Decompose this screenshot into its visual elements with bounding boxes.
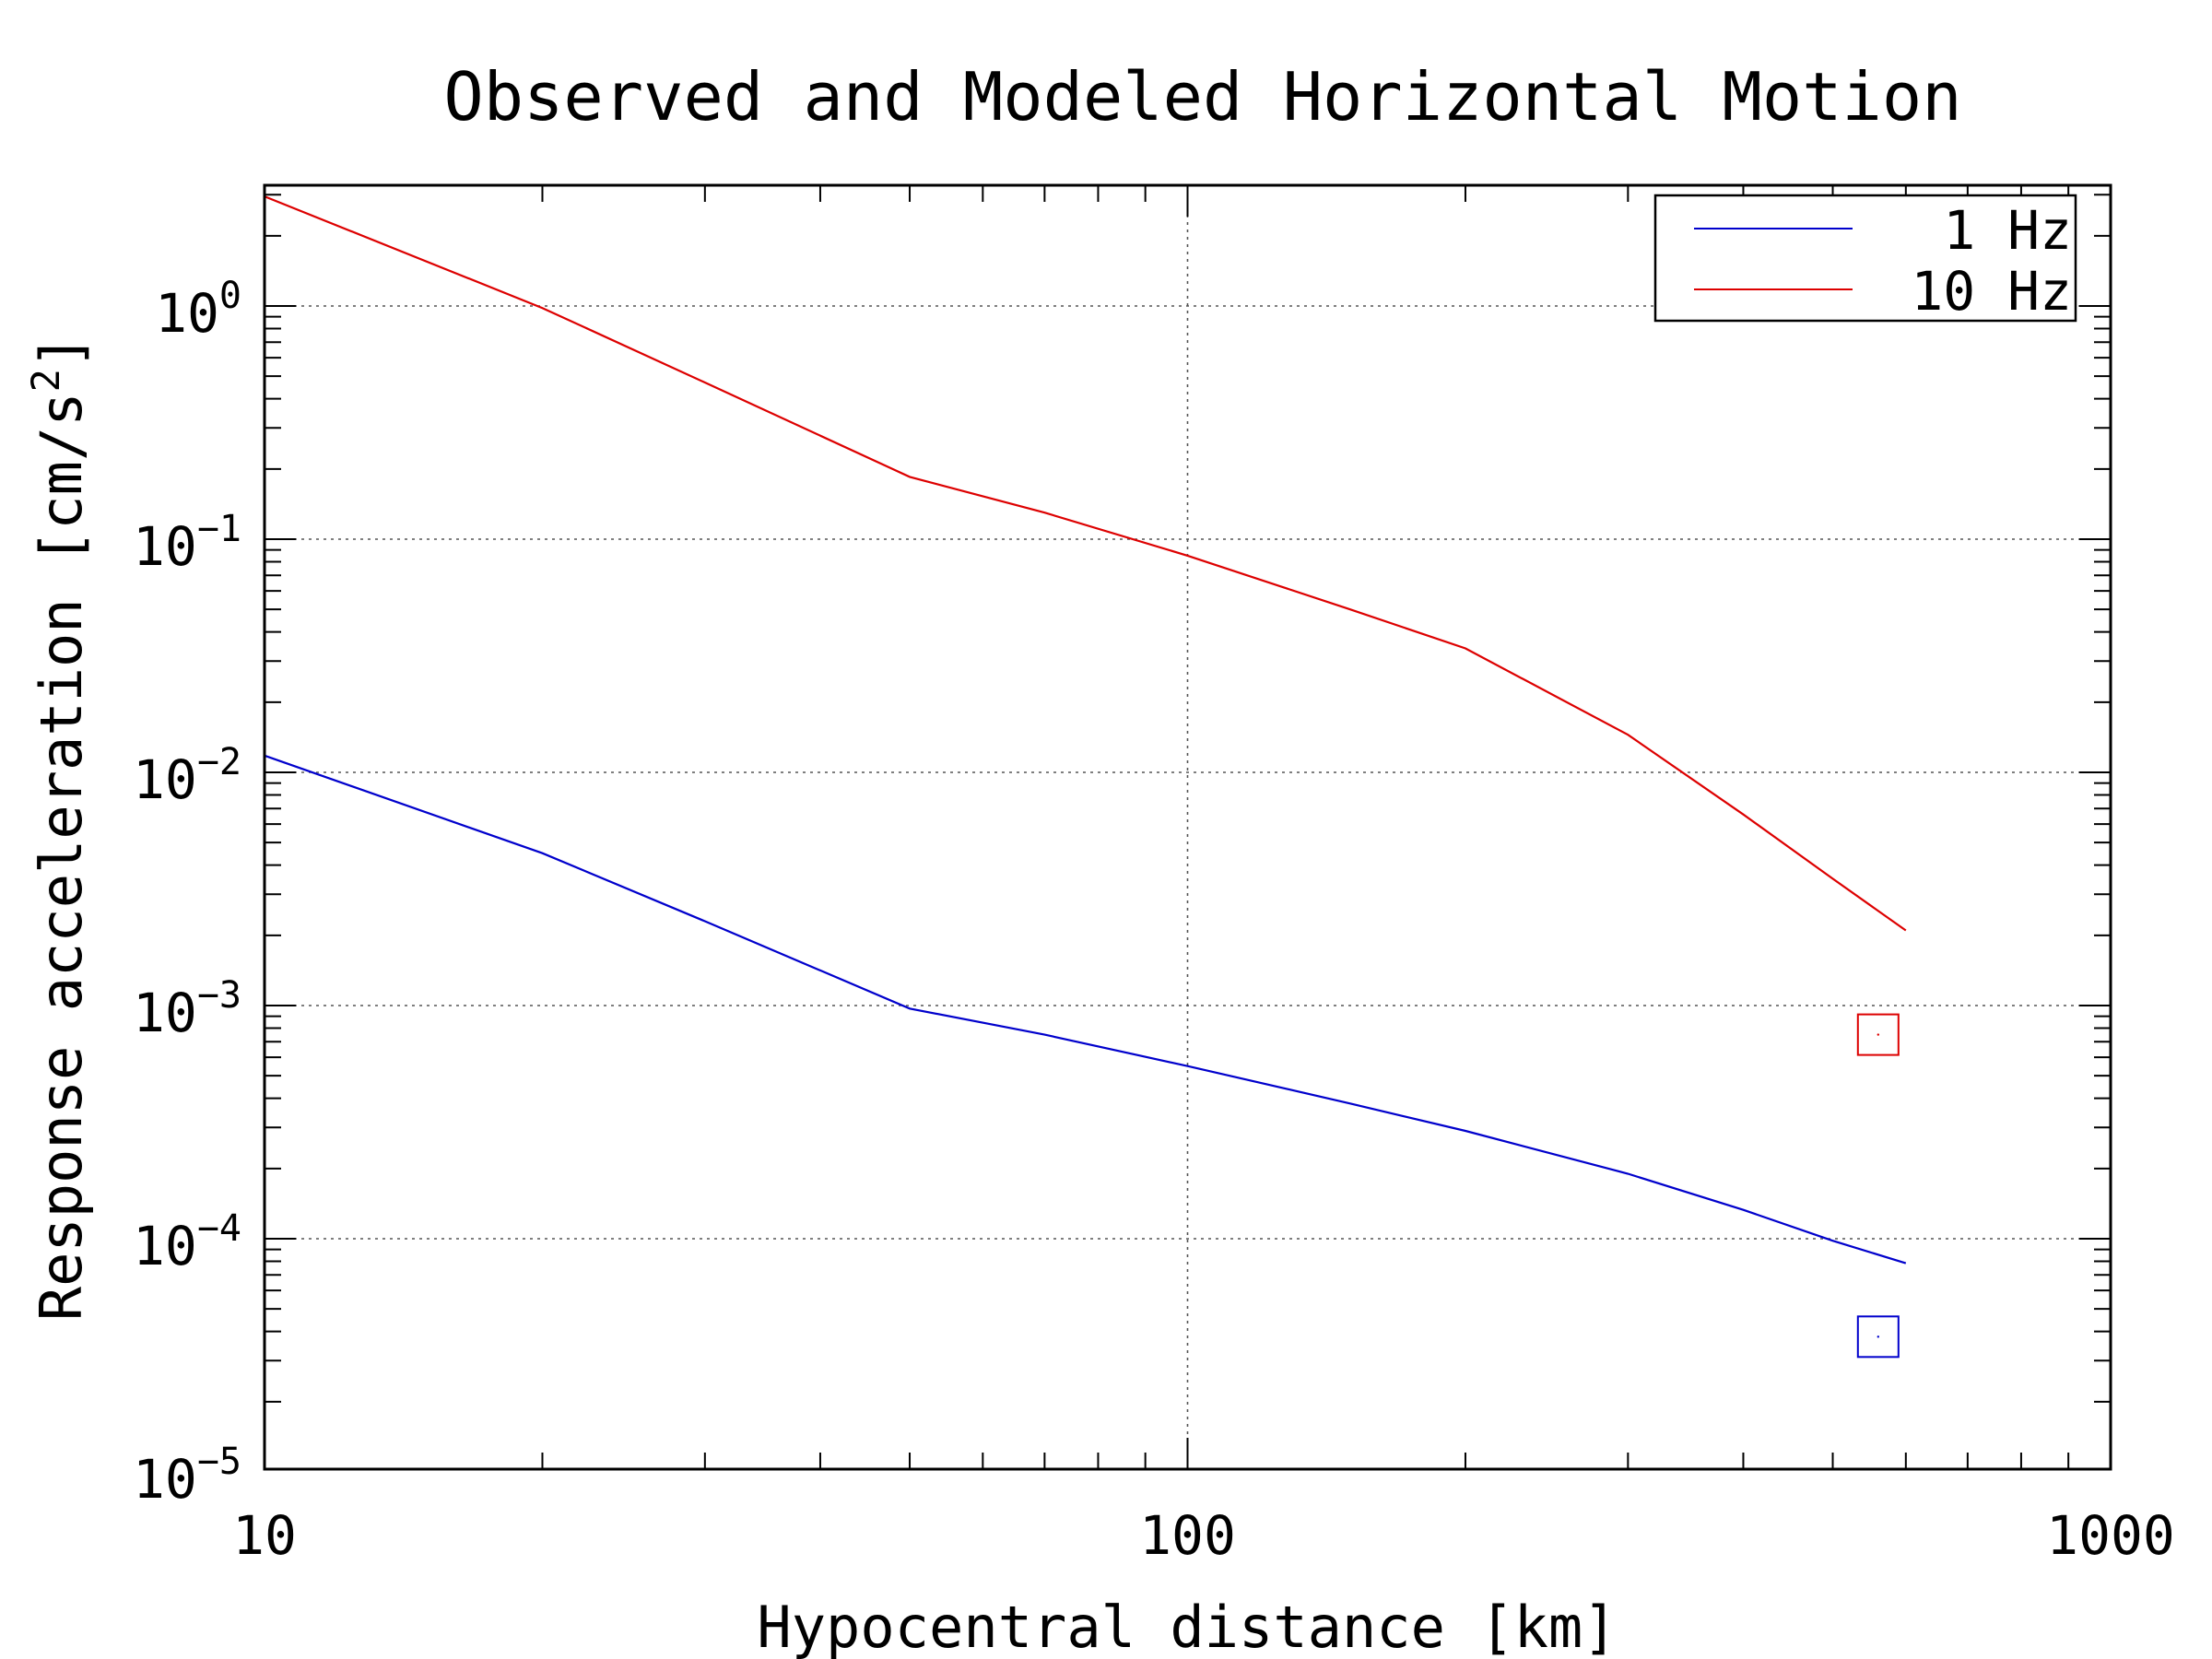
axis-ticks [264,185,2112,1469]
x-tick-label-1000: 1000 [2046,1504,2175,1567]
series-line-10hz [264,195,1907,932]
y-tick-label-base: 10 [133,515,197,578]
y-axis-label-base: Response acceleration [cm/s [28,392,95,1321]
plot-frame [263,183,2112,1471]
y-tick-label-base: 10 [133,748,197,811]
series-lines [264,195,1907,1265]
x-axis-label: Hypocentral distance [km] [757,1594,1617,1659]
observed-marker-dot [1877,1335,1880,1338]
y-tick-label-5: 10−5 [133,1441,241,1511]
y-tick-label-exp: 0 [219,275,241,317]
x-tick-label-100: 100 [1139,1504,1236,1567]
y-tick-label-base: 10 [133,982,197,1044]
y-tick-label-4: 10−4 [133,1207,241,1277]
chart-title: Observed and Modeled Horizontal Motion [443,58,1961,135]
legend: 1 Hz 10 Hz [1653,194,2077,323]
y-tick-label-3: 10−3 [133,974,241,1044]
y-tick-label-exp: −3 [197,974,241,1017]
y-tick-label-exp: −5 [197,1441,241,1483]
y-tick-label-exp: −1 [197,508,241,550]
y-tick-label-exp: −4 [197,1207,241,1250]
observed-marker-1hz [1856,1315,1900,1359]
y-axis-label-sup: 2 [23,369,68,392]
grid-lines [265,185,2111,1469]
observed-marker-10hz [1856,1013,1900,1056]
legend-label-10hz: 10 Hz [1911,260,2072,323]
observed-marker-dot [1877,1033,1880,1036]
x-tick-label-10: 10 [232,1504,297,1567]
legend-label-1hz: 1 Hz [1943,199,2072,262]
y-tick-label-exp: −2 [197,741,241,783]
legend-box [1653,194,2077,323]
y-tick-label-base: 10 [155,282,219,345]
y-tick-label-base: 10 [133,1448,197,1511]
y-tick-label-2: 10−2 [133,741,241,811]
series-line-1hz [264,754,1907,1265]
y-axis-label-tail: ] [28,335,95,369]
y-tick-label-base: 10 [133,1215,197,1277]
y-tick-label-0: 100 [155,275,241,345]
y-axis-label: Response acceleration [cm/s2] [23,335,95,1321]
y-tick-label-1: 10−1 [133,508,241,578]
x-tick-labels: 10 100 1000 [232,1504,2175,1567]
observed-markers [1856,1013,1900,1359]
